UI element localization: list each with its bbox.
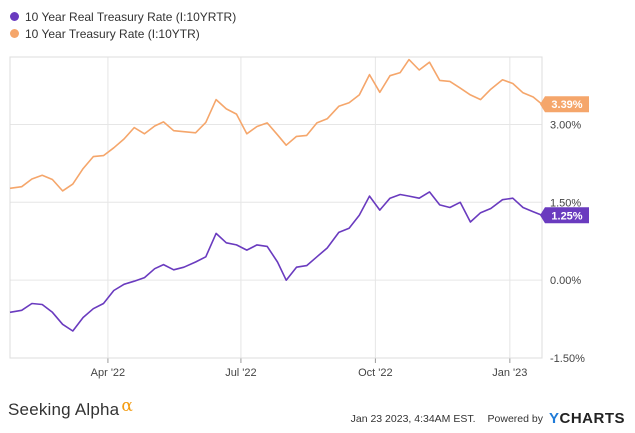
ycharts-y-icon: Y bbox=[548, 410, 560, 427]
y-tick-label: -1.50% bbox=[550, 353, 585, 365]
plot-frame bbox=[9, 56, 543, 359]
y-tick-label: 1.50% bbox=[550, 197, 581, 209]
last-value-badges: 3.39% 1.25% bbox=[540, 96, 589, 224]
x-tick-label: Jul '22 bbox=[225, 367, 256, 379]
x-tick-label: Apr '22 bbox=[91, 367, 126, 379]
legend-label-nominal-rate: 10 Year Treasury Rate (I:10YTR) bbox=[25, 26, 200, 41]
series-line-nominal-rate bbox=[9, 58, 543, 192]
x-tick-label: Oct '22 bbox=[358, 367, 393, 379]
powered-by-label: Powered by bbox=[487, 412, 543, 425]
last-value-label: 1.25% bbox=[551, 210, 582, 222]
ycharts-logo[interactable]: YCHARTS bbox=[549, 410, 625, 427]
timestamp: Jan 23 2023, 4:34AM EST. bbox=[350, 412, 476, 425]
alpha-symbol-icon: α bbox=[121, 396, 133, 416]
legend-label-real-rate: 10 Year Real Treasury Rate (I:10YRTR) bbox=[25, 9, 237, 24]
legend-swatch-real-rate bbox=[10, 12, 19, 21]
axis-labels: -1.50% 0.00% 1.50% 3.00% Apr '22 Jul '22 Oct '… bbox=[91, 119, 585, 379]
series-lines bbox=[9, 58, 543, 332]
brand-name: Seeking Alpha bbox=[8, 400, 120, 419]
chart-legend: 10 Year Real Treasury Rate (I:10YRTR) 10… bbox=[10, 8, 236, 42]
grid-lines bbox=[10, 57, 542, 363]
ycharts-text: CHARTS bbox=[559, 410, 625, 427]
y-tick-label: 3.00% bbox=[550, 119, 581, 131]
last-value-badge-bg bbox=[540, 207, 589, 224]
last-value-badge-bg bbox=[540, 96, 589, 113]
seeking-alpha-logo[interactable]: Seeking Alpha α bbox=[8, 396, 133, 420]
legend-item-nominal-rate[interactable]: 10 Year Treasury Rate (I:10YTR) bbox=[10, 25, 236, 42]
y-tick-label: 0.00% bbox=[550, 275, 581, 287]
series-line-real-rate bbox=[9, 191, 543, 332]
legend-swatch-nominal-rate bbox=[10, 29, 19, 38]
legend-item-real-rate[interactable]: 10 Year Real Treasury Rate (I:10YRTR) bbox=[10, 8, 236, 25]
footer-info: Jan 23 2023, 4:34AM EST. Powered by YCHA… bbox=[351, 410, 625, 427]
x-tick-label: Jan '23 bbox=[492, 367, 527, 379]
last-value-label: 3.39% bbox=[551, 99, 582, 111]
